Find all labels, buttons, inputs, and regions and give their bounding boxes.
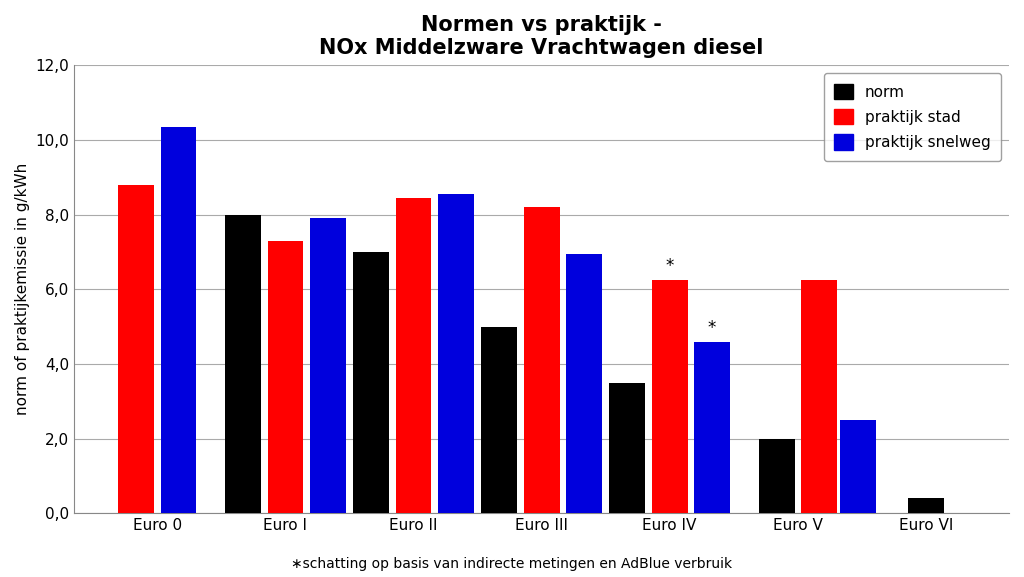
Bar [694, 342, 730, 514]
Bar [840, 420, 876, 514]
Text: *: * [666, 257, 674, 275]
Bar [161, 127, 197, 514]
Bar [609, 383, 645, 514]
Title: Normen vs praktijk -
NOx Middelzware Vrachtwagen diesel: Normen vs praktijk - NOx Middelzware Vra… [319, 15, 764, 58]
Bar [523, 207, 559, 514]
Text: ∗schatting op basis van indirecte metingen en AdBlue verbruik: ∗schatting op basis van indirecte meting… [292, 557, 732, 571]
Bar [651, 280, 687, 514]
Y-axis label: norm of praktijkemissie in g/kWh: norm of praktijkemissie in g/kWh [15, 163, 30, 415]
Bar [119, 185, 155, 514]
Bar [395, 198, 431, 514]
Bar [801, 280, 837, 514]
Text: *: * [708, 319, 716, 337]
Legend: norm, praktijk stad, praktijk snelweg: norm, praktijk stad, praktijk snelweg [823, 73, 1001, 160]
Bar [566, 254, 602, 514]
Bar [267, 241, 303, 514]
Bar [353, 252, 389, 514]
Bar [225, 215, 261, 514]
Bar [759, 439, 795, 514]
Bar [481, 327, 517, 514]
Bar [438, 194, 474, 514]
Bar [310, 218, 346, 514]
Bar [908, 499, 944, 514]
